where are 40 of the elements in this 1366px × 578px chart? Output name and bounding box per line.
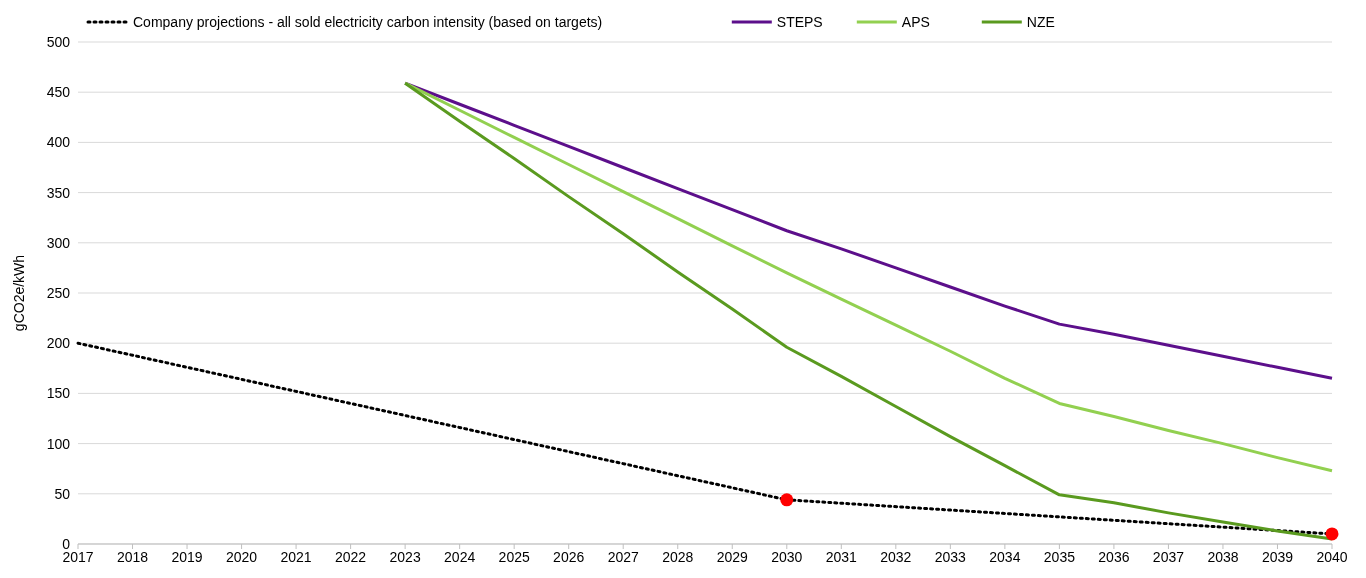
x-tick-label: 2019 bbox=[171, 549, 203, 565]
x-tick-label: 2031 bbox=[825, 549, 858, 565]
x-tick-label: 2036 bbox=[1098, 549, 1130, 565]
x-tick-label: 2030 bbox=[771, 549, 803, 565]
x-tick-label: 2028 bbox=[662, 549, 694, 565]
y-tick-label: 50 bbox=[54, 485, 71, 502]
x-tick-label: 2021 bbox=[280, 549, 312, 565]
x-tick-label: 2024 bbox=[444, 549, 476, 565]
x-tick-label: 2032 bbox=[880, 549, 912, 565]
x-tick-label: 2033 bbox=[934, 549, 967, 565]
y-tick-label: 450 bbox=[46, 84, 71, 101]
x-tick-label: 2034 bbox=[989, 549, 1021, 565]
x-tick-label: 2038 bbox=[1207, 549, 1239, 565]
x-tick-label: 2039 bbox=[1261, 549, 1294, 565]
x-tick-label: 2023 bbox=[389, 549, 421, 565]
y-tick-label: 100 bbox=[46, 435, 71, 452]
y-tick-label: 0 bbox=[62, 536, 71, 552]
legend-label: APS bbox=[901, 14, 930, 30]
x-tick-label: 2022 bbox=[335, 549, 367, 565]
x-tick-label: 2026 bbox=[553, 549, 585, 565]
legend-label: STEPS bbox=[776, 14, 823, 30]
x-tick-label: 2027 bbox=[607, 549, 639, 565]
y-tick-label: 500 bbox=[46, 34, 71, 50]
legend-label: Company projections - all sold electricity carbon intensity (based on targets) bbox=[133, 14, 603, 30]
y-tick-label: 350 bbox=[46, 184, 71, 201]
y-tick-label: 200 bbox=[46, 335, 71, 352]
x-tick-label: 2037 bbox=[1152, 549, 1185, 565]
x-tick-label: 2025 bbox=[498, 549, 530, 565]
x-tick-label: 2035 bbox=[1043, 549, 1076, 565]
y-axis-title: gCO2e/kWh bbox=[11, 254, 27, 332]
x-tick-label: 2018 bbox=[116, 549, 149, 565]
y-tick-label: 150 bbox=[46, 385, 71, 402]
legend-label: NZE bbox=[1026, 14, 1055, 30]
x-tick-label: 2020 bbox=[225, 549, 258, 565]
y-tick-label: 300 bbox=[46, 234, 71, 251]
y-tick-label: 400 bbox=[46, 134, 71, 151]
x-tick-label: 2040 bbox=[1316, 549, 1348, 565]
y-tick-label: 250 bbox=[46, 285, 71, 301]
x-tick-label: 2029 bbox=[716, 549, 749, 565]
x-tick-label: 2017 bbox=[62, 549, 94, 565]
